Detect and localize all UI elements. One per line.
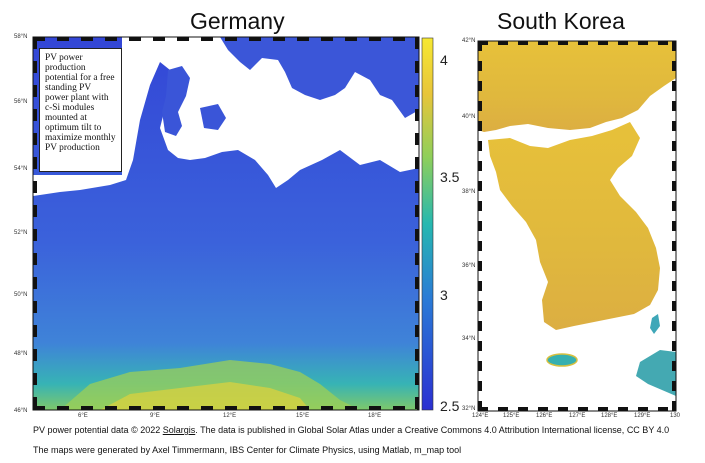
germany-lon-tick: 9°E bbox=[150, 413, 160, 419]
denmark-land bbox=[162, 66, 190, 136]
germany-annotation-box: PV power production potential for a free… bbox=[39, 48, 122, 172]
germany-lat-tick: 56°N bbox=[14, 99, 28, 105]
korea-map bbox=[477, 40, 677, 412]
korea-map-title: South Korea bbox=[497, 8, 625, 34]
korea-lat-tick: 32°N bbox=[462, 406, 476, 412]
korea-lon-tick: 127°E bbox=[569, 413, 586, 419]
colorbar-tick: 2.5 bbox=[440, 398, 460, 414]
footer-license-text: . The data is published in Global Solar … bbox=[195, 425, 670, 435]
germany-lat-tick: 58°N bbox=[14, 34, 28, 40]
korea-lat-tick: 42°N bbox=[462, 38, 476, 44]
korea-lat-tick: 34°N bbox=[462, 336, 476, 342]
footer-credit-text: PV power potential data © 2022 bbox=[33, 425, 163, 435]
germany-lon-tick: 6°E bbox=[78, 413, 88, 419]
japan-kyushu bbox=[636, 350, 676, 396]
korea-frame-dashes bbox=[478, 41, 676, 411]
colorbar-tick: 3.5 bbox=[440, 169, 460, 185]
korean-peninsula bbox=[488, 122, 660, 330]
solargis-link[interactable]: Solargis bbox=[162, 425, 196, 435]
alps-peaks bbox=[100, 382, 310, 410]
zealand-land bbox=[200, 104, 226, 130]
colorbar bbox=[421, 37, 434, 411]
tsushima-island bbox=[650, 314, 660, 334]
scandinavia-land bbox=[220, 37, 419, 118]
korea-lon-tick: 125°E bbox=[503, 413, 520, 419]
germany-lon-tick: 12°E bbox=[223, 413, 237, 419]
germany-lat-tick: 50°N bbox=[14, 292, 28, 298]
germany-map-title: Germany bbox=[190, 8, 285, 34]
germany-lat-tick: 54°N bbox=[14, 166, 28, 172]
footer-author-line: The maps were generated by Axel Timmerma… bbox=[33, 445, 462, 455]
germany-frame-dashes bbox=[33, 37, 419, 410]
korea-lon-tick: 129°E bbox=[634, 413, 651, 419]
germany-lat-tick: 48°N bbox=[14, 351, 28, 357]
colorbar-tick: 4 bbox=[440, 52, 448, 68]
germany-lat-tick: 46°N bbox=[14, 408, 28, 414]
korea-lon-tick: 126°E bbox=[536, 413, 553, 419]
colorbar-tick: 3 bbox=[440, 287, 448, 303]
korea-lat-tick: 36°N bbox=[462, 263, 476, 269]
germany-lon-tick: 15°E bbox=[296, 413, 310, 419]
manchuria-land bbox=[478, 41, 676, 132]
germany-lon-tick: 18°E bbox=[368, 413, 382, 419]
jeju-island bbox=[546, 353, 578, 367]
germany-lat-tick: 52°N bbox=[14, 230, 28, 236]
korea-lat-tick: 40°N bbox=[462, 114, 476, 120]
korea-lon-tick: 130 bbox=[670, 413, 681, 419]
korea-lat-tick: 38°N bbox=[462, 189, 476, 195]
footer-credit-line: PV power potential data © 2022 Solargis.… bbox=[33, 425, 669, 435]
korea-lon-tick: 124°E bbox=[472, 413, 489, 419]
korea-lon-tick: 128°E bbox=[601, 413, 618, 419]
